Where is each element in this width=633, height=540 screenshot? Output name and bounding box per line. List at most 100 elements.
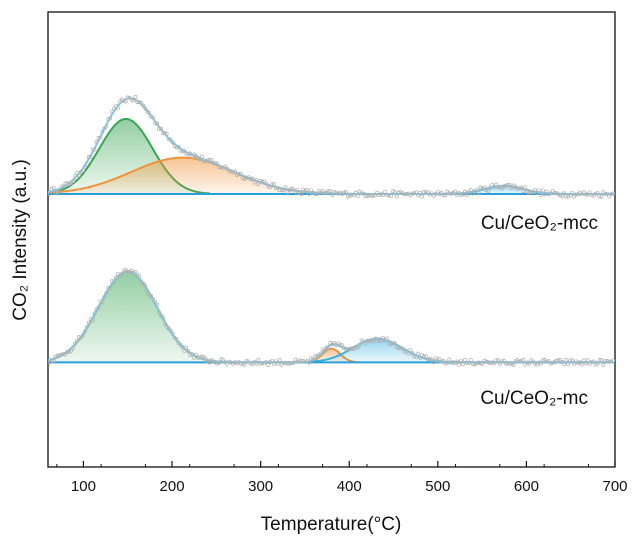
- data-point: [271, 181, 276, 186]
- data-point: [519, 185, 524, 190]
- data-point: [523, 362, 528, 367]
- data-point: [69, 181, 74, 186]
- data-point: [540, 358, 545, 363]
- data-point: [207, 360, 212, 365]
- data-point: [90, 318, 95, 323]
- data-point: [560, 194, 565, 199]
- data-point: [287, 361, 292, 366]
- data-point: [135, 100, 140, 104]
- data-point: [47, 191, 52, 196]
- data-point: [100, 300, 105, 305]
- data-point: [258, 361, 263, 366]
- data-point: [511, 363, 516, 368]
- data-point: [392, 341, 397, 345]
- data-point: [79, 335, 83, 340]
- x-tick-label-600: 600: [514, 478, 539, 495]
- data-point: [501, 184, 506, 189]
- data-point: [507, 182, 512, 187]
- data-point: [363, 341, 368, 346]
- data-point: [361, 339, 366, 344]
- data-point: [396, 346, 401, 351]
- data-point: [147, 110, 152, 115]
- data-point: [556, 358, 561, 363]
- data-point: [353, 190, 358, 195]
- data-point: [357, 189, 362, 194]
- data-point: [291, 360, 296, 365]
- data-point: [517, 359, 522, 364]
- data-point: [429, 357, 434, 362]
- data-point: [141, 103, 146, 108]
- data-point: [246, 359, 251, 364]
- data-point: [388, 194, 393, 199]
- data-point: [468, 188, 473, 192]
- data-point: [355, 345, 360, 350]
- data-point: [505, 183, 510, 187]
- data-point: [375, 190, 380, 195]
- data-point: [427, 356, 432, 361]
- data-point: [73, 341, 78, 346]
- data-point: [106, 286, 111, 290]
- data-point: [410, 351, 415, 356]
- data-point: [277, 188, 282, 193]
- data-point: [219, 165, 224, 170]
- data-point: [59, 184, 64, 189]
- data-point: [270, 358, 274, 363]
- data-point: [155, 121, 159, 126]
- data-point: [562, 362, 567, 367]
- data-point: [474, 187, 479, 192]
- data-point: [593, 362, 598, 367]
- data-point: [174, 337, 179, 341]
- data-point: [184, 151, 189, 156]
- data-point: [611, 191, 616, 196]
- data-point: [537, 188, 541, 193]
- data-point: [453, 189, 458, 194]
- data-point: [121, 268, 126, 273]
- data-point: [174, 145, 179, 150]
- data-point: [408, 348, 413, 353]
- data-point: [106, 116, 111, 121]
- data-point: [232, 169, 237, 174]
- data-point: [328, 189, 333, 194]
- data-point: [80, 333, 85, 338]
- data-point: [484, 359, 489, 364]
- data-point: [455, 193, 460, 198]
- data-point: [49, 358, 54, 363]
- data-point: [369, 193, 374, 198]
- data-point: [359, 191, 364, 196]
- data-point: [57, 353, 62, 358]
- data-point: [320, 189, 325, 193]
- data-point: [326, 189, 331, 193]
- data-point: [322, 348, 327, 353]
- data-point: [599, 194, 604, 199]
- data-point: [201, 159, 206, 164]
- data-point: [316, 189, 321, 194]
- data-point: [153, 121, 157, 126]
- data-point: [258, 178, 263, 183]
- data-point: [273, 359, 278, 364]
- data-point: [517, 186, 522, 191]
- data-point: [595, 361, 600, 366]
- data-point: [219, 357, 224, 362]
- data-point: [589, 193, 594, 198]
- data-point: [531, 189, 536, 194]
- data-point: [84, 324, 89, 329]
- data-point: [151, 296, 156, 301]
- data-point: [529, 190, 534, 195]
- data-point: [365, 338, 370, 343]
- sample-label-mc: Cu/CeO₂-mc: [480, 388, 588, 409]
- data-point: [131, 270, 136, 275]
- data-point: [117, 274, 122, 279]
- data-point: [289, 361, 294, 366]
- data-point: [88, 155, 93, 160]
- data-point: [82, 329, 87, 334]
- data-point: [108, 116, 113, 121]
- data-point: [217, 360, 222, 365]
- peak-fill-0-1: [48, 157, 348, 194]
- data-point: [270, 182, 274, 187]
- data-point: [297, 191, 302, 196]
- data-point: [94, 140, 99, 144]
- data-point: [330, 193, 335, 197]
- data-point: [535, 362, 539, 367]
- data-point: [61, 351, 66, 356]
- data-point: [334, 190, 339, 195]
